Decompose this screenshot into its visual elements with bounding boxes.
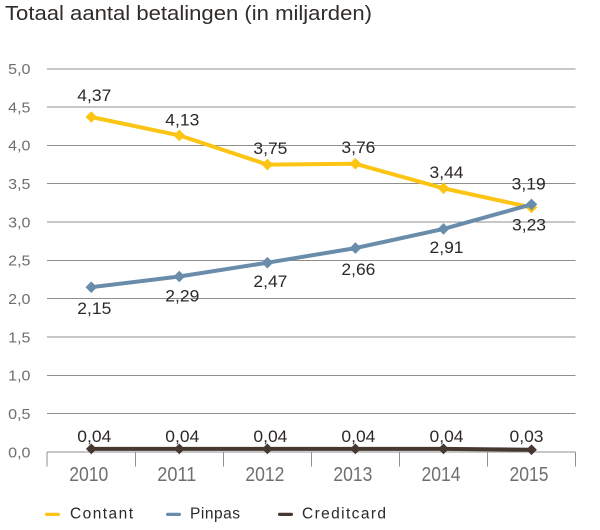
svg-text:0,04: 0,04 (77, 428, 111, 446)
svg-text:2014: 2014 (422, 464, 461, 486)
svg-text:2,29: 2,29 (165, 288, 199, 306)
svg-text:1,0: 1,0 (8, 368, 30, 385)
svg-text:2015: 2015 (510, 464, 549, 486)
svg-text:0,04: 0,04 (253, 428, 287, 446)
svg-text:3,75: 3,75 (253, 140, 287, 158)
svg-text:2013: 2013 (333, 464, 372, 486)
svg-text:2,15: 2,15 (77, 300, 111, 318)
svg-text:2,5: 2,5 (8, 253, 30, 270)
svg-text:Creditcard: Creditcard (302, 505, 386, 522)
svg-text:4,0: 4,0 (8, 138, 30, 155)
svg-text:3,76: 3,76 (341, 139, 375, 157)
svg-text:3,5: 3,5 (8, 176, 30, 193)
svg-text:4,5: 4,5 (8, 99, 30, 116)
svg-text:2012: 2012 (245, 464, 284, 486)
svg-text:3,23: 3,23 (512, 217, 546, 235)
svg-text:0,04: 0,04 (341, 428, 375, 446)
svg-text:0,04: 0,04 (430, 428, 464, 446)
svg-text:Pinpas: Pinpas (190, 505, 240, 522)
svg-text:3,0: 3,0 (8, 214, 30, 231)
svg-text:0,0: 0,0 (8, 444, 30, 461)
svg-text:2010: 2010 (69, 464, 108, 486)
svg-text:3,44: 3,44 (430, 164, 464, 182)
svg-text:Contant: Contant (70, 505, 134, 522)
svg-text:1,5: 1,5 (8, 329, 30, 346)
svg-text:2,47: 2,47 (253, 273, 287, 291)
svg-text:2,91: 2,91 (430, 239, 464, 257)
svg-text:3,19: 3,19 (512, 176, 546, 194)
svg-text:Totaal aantal betalingen (in m: Totaal aantal betalingen (in miljarden) (5, 3, 372, 25)
svg-text:4,13: 4,13 (165, 112, 199, 130)
svg-text:2011: 2011 (157, 464, 196, 486)
svg-text:4,37: 4,37 (77, 87, 111, 105)
svg-text:2,66: 2,66 (341, 261, 375, 279)
svg-text:0,03: 0,03 (510, 428, 544, 446)
svg-text:2,0: 2,0 (8, 291, 30, 308)
svg-text:5,0: 5,0 (8, 61, 30, 78)
svg-text:0,5: 0,5 (8, 406, 30, 423)
svg-text:0,04: 0,04 (165, 428, 199, 446)
